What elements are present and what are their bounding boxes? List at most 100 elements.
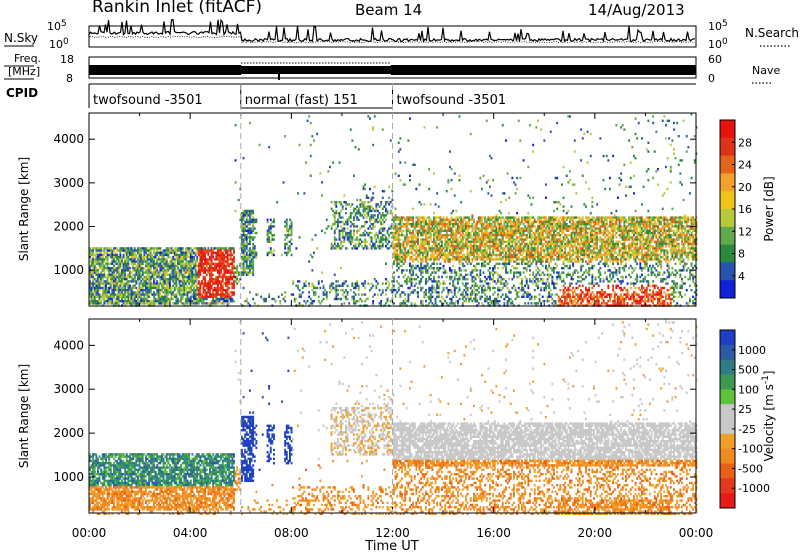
heatmap-cell <box>93 267 96 270</box>
heatmap-cell <box>498 242 501 246</box>
heatmap-cell <box>133 302 136 305</box>
heatmap-cell <box>287 247 290 250</box>
heatmap-cell <box>428 240 431 243</box>
heatmap-cell <box>173 262 176 265</box>
heatmap-cell <box>487 240 490 243</box>
heatmap-cell <box>506 227 509 230</box>
heatmap-cell <box>269 251 272 254</box>
heatmap-cell <box>509 225 512 228</box>
heatmap-cell <box>439 229 442 232</box>
heatmap-cell <box>399 220 402 224</box>
heatmap-cell <box>124 282 127 285</box>
heatmap-cell <box>370 209 373 213</box>
heatmap-cell <box>375 286 378 290</box>
heatmap-cell <box>420 302 423 305</box>
heatmap-cell <box>426 225 429 228</box>
heatmap-cell <box>524 238 527 241</box>
heatmap-cell <box>481 234 483 237</box>
heatmap-cell <box>153 295 155 298</box>
heatmap-cell <box>474 223 477 226</box>
heatmap-cell <box>333 240 336 243</box>
heatmap-cell <box>455 258 458 261</box>
heatmap-cell <box>231 271 234 274</box>
heatmap-cell <box>234 280 237 283</box>
heatmap-cell <box>137 269 139 272</box>
heatmap-cell <box>90 282 93 285</box>
heatmap-cell <box>116 289 119 292</box>
heatmap-cell <box>487 269 490 272</box>
heatmap-cell <box>178 260 181 263</box>
heatmap-cell <box>149 278 152 281</box>
heatmap-cell <box>505 295 507 298</box>
heatmap-cell <box>193 256 195 259</box>
heatmap-cell <box>202 253 205 257</box>
heatmap-cell <box>517 262 520 265</box>
heatmap-cell <box>388 185 391 188</box>
heatmap-cell <box>493 238 496 241</box>
heatmap-cell <box>109 247 112 250</box>
heatmap-cell <box>287 227 290 230</box>
cpid-segment-label: twofsound -3501 <box>93 93 203 108</box>
heatmap-cell <box>271 251 274 254</box>
heatmap-cell <box>153 297 155 301</box>
heatmap-cell <box>161 264 163 268</box>
heatmap-cell <box>141 302 144 305</box>
heatmap-cell <box>415 256 418 259</box>
heatmap-cell <box>93 271 96 274</box>
heatmap-cell <box>357 212 360 215</box>
heatmap-cell <box>365 297 368 301</box>
heatmap-cell <box>151 253 154 257</box>
heatmap-cell <box>268 227 271 230</box>
heatmap-cell <box>175 264 178 268</box>
heatmap-cell <box>348 236 351 239</box>
heatmap-cell <box>349 220 352 224</box>
heatmap-cell <box>517 291 520 294</box>
heatmap-cell <box>466 295 469 298</box>
heatmap-cell <box>138 282 141 285</box>
heatmap-cell <box>153 286 155 290</box>
heatmap-cell <box>481 240 483 243</box>
heatmap-cell <box>429 227 432 230</box>
heatmap-cell <box>469 293 472 296</box>
heatmap-cell <box>175 256 178 259</box>
heatmap-cell <box>426 234 429 237</box>
heatmap-cell <box>138 271 141 274</box>
heatmap-cell <box>441 256 443 259</box>
heatmap-cell <box>511 300 514 303</box>
heatmap-cell <box>397 227 400 230</box>
heatmap-cell <box>197 262 200 265</box>
heatmap-cell <box>287 251 290 254</box>
heatmap-cell <box>229 249 232 252</box>
heatmap-cell <box>423 295 426 298</box>
heatmap-cell <box>353 234 355 237</box>
heatmap-cell <box>116 297 119 301</box>
heatmap-cell <box>345 203 347 206</box>
heatmap-cell <box>121 297 123 301</box>
heatmap-cell <box>436 295 439 298</box>
heatmap-cell <box>447 238 450 241</box>
heatmap-cell <box>508 240 511 243</box>
heatmap-cell <box>461 253 464 257</box>
heatmap-cell <box>450 223 453 226</box>
heatmap-cell <box>514 231 517 235</box>
heatmap-cell <box>428 302 431 305</box>
heatmap-cell <box>487 225 490 228</box>
heatmap-cell <box>167 247 170 250</box>
heatmap-cell <box>173 282 176 285</box>
heatmap-cell <box>404 223 407 226</box>
heatmap-cell <box>119 264 122 268</box>
heatmap-cell <box>373 242 376 246</box>
heatmap-cell <box>412 223 415 226</box>
heatmap-cell <box>492 245 495 248</box>
heatmap-cell <box>162 267 165 270</box>
heatmap-cell <box>385 209 387 213</box>
heatmap-cell <box>98 249 101 252</box>
heatmap-cell <box>325 293 328 296</box>
heatmap-cell <box>95 282 98 285</box>
heatmap-cell <box>509 223 512 226</box>
heatmap-cell <box>461 278 464 281</box>
heatmap-cell <box>345 220 347 224</box>
heatmap-cell <box>481 291 483 294</box>
heatmap-cell <box>468 216 471 219</box>
heatmap-cell <box>162 280 165 283</box>
